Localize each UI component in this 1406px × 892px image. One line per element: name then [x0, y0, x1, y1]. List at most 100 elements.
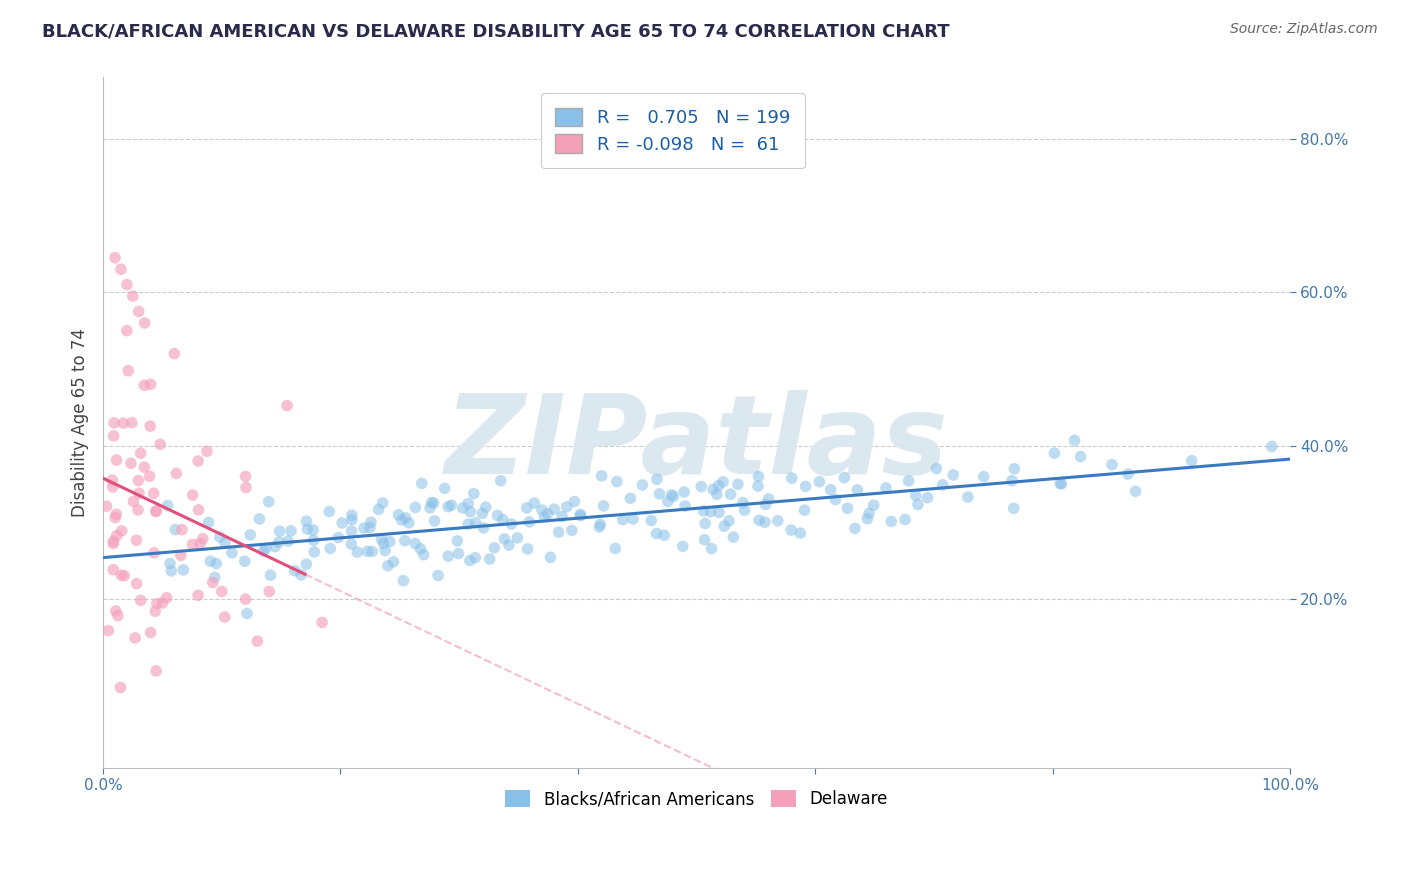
Point	[370, 533, 392, 547]
Point	[197, 516, 219, 530]
Point	[208, 530, 231, 544]
Point	[170, 549, 193, 563]
Point	[489, 474, 512, 488]
Point	[463, 486, 485, 500]
Point	[437, 549, 460, 563]
Point	[297, 522, 319, 536]
Point	[472, 521, 495, 535]
Point	[1002, 501, 1025, 516]
Point	[146, 597, 169, 611]
Point	[458, 505, 481, 519]
Point	[104, 604, 127, 618]
Point	[134, 460, 156, 475]
Point	[824, 492, 846, 507]
Point	[103, 416, 125, 430]
Point	[156, 499, 179, 513]
Point	[295, 558, 318, 572]
Point	[543, 502, 565, 516]
Point	[780, 523, 803, 537]
Point	[139, 377, 162, 392]
Point	[837, 501, 859, 516]
Text: BLACK/AFRICAN AMERICAN VS DELAWARE DISABILITY AGE 65 TO 74 CORRELATION CHART: BLACK/AFRICAN AMERICAN VS DELAWARE DISAB…	[42, 22, 950, 40]
Point	[103, 534, 125, 549]
Point	[451, 501, 474, 516]
Point	[353, 521, 375, 535]
Point	[264, 540, 287, 554]
Point	[221, 546, 243, 560]
Point	[145, 504, 167, 518]
Point	[780, 471, 803, 485]
Point	[437, 500, 460, 514]
Point	[142, 486, 165, 500]
Point	[917, 491, 939, 505]
Point	[1181, 453, 1204, 467]
Point	[254, 541, 277, 556]
Point	[129, 446, 152, 460]
Point	[356, 544, 378, 558]
Point	[1260, 440, 1282, 454]
Point	[420, 495, 443, 509]
Point	[446, 533, 468, 548]
Point	[423, 514, 446, 528]
Point	[105, 528, 128, 542]
Point	[1002, 462, 1025, 476]
Point	[411, 476, 433, 491]
Point	[793, 503, 815, 517]
Point	[246, 634, 269, 648]
Point	[931, 478, 953, 492]
Point	[501, 517, 523, 532]
Point	[631, 478, 654, 492]
Point	[404, 500, 426, 515]
Point	[652, 528, 675, 542]
Point	[475, 500, 498, 515]
Point	[731, 495, 754, 509]
Point	[302, 523, 325, 537]
Point	[645, 472, 668, 486]
Point	[302, 533, 325, 548]
Point	[591, 468, 613, 483]
Point	[619, 491, 641, 506]
Point	[673, 485, 696, 500]
Point	[211, 584, 233, 599]
Point	[517, 515, 540, 529]
Point	[880, 515, 903, 529]
Point	[569, 508, 592, 523]
Point	[612, 513, 634, 527]
Legend: Blacks/African Americans, Delaware: Blacks/African Americans, Delaware	[499, 783, 894, 815]
Point	[862, 498, 884, 512]
Point	[700, 541, 723, 556]
Point	[661, 488, 683, 502]
Y-axis label: Disability Age 65 to 74: Disability Age 65 to 74	[72, 328, 89, 517]
Point	[706, 487, 728, 501]
Point	[492, 513, 515, 527]
Point	[1101, 458, 1123, 472]
Point	[727, 477, 749, 491]
Point	[235, 592, 257, 607]
Point	[170, 523, 193, 537]
Point	[377, 558, 399, 573]
Point	[457, 517, 479, 532]
Point	[104, 251, 127, 265]
Point	[662, 489, 685, 503]
Point	[201, 575, 224, 590]
Point	[907, 498, 929, 512]
Point	[129, 593, 152, 607]
Point	[464, 550, 486, 565]
Point	[398, 516, 420, 530]
Point	[143, 546, 166, 560]
Point	[834, 470, 856, 484]
Point	[149, 437, 172, 451]
Point	[718, 514, 741, 528]
Point	[1070, 450, 1092, 464]
Point	[789, 526, 811, 541]
Point	[340, 524, 363, 538]
Point	[440, 498, 463, 512]
Point	[277, 534, 299, 549]
Point	[409, 541, 432, 556]
Point	[412, 548, 434, 562]
Point	[699, 505, 721, 519]
Point	[754, 515, 776, 529]
Point	[181, 537, 204, 551]
Point	[382, 555, 405, 569]
Point	[214, 610, 236, 624]
